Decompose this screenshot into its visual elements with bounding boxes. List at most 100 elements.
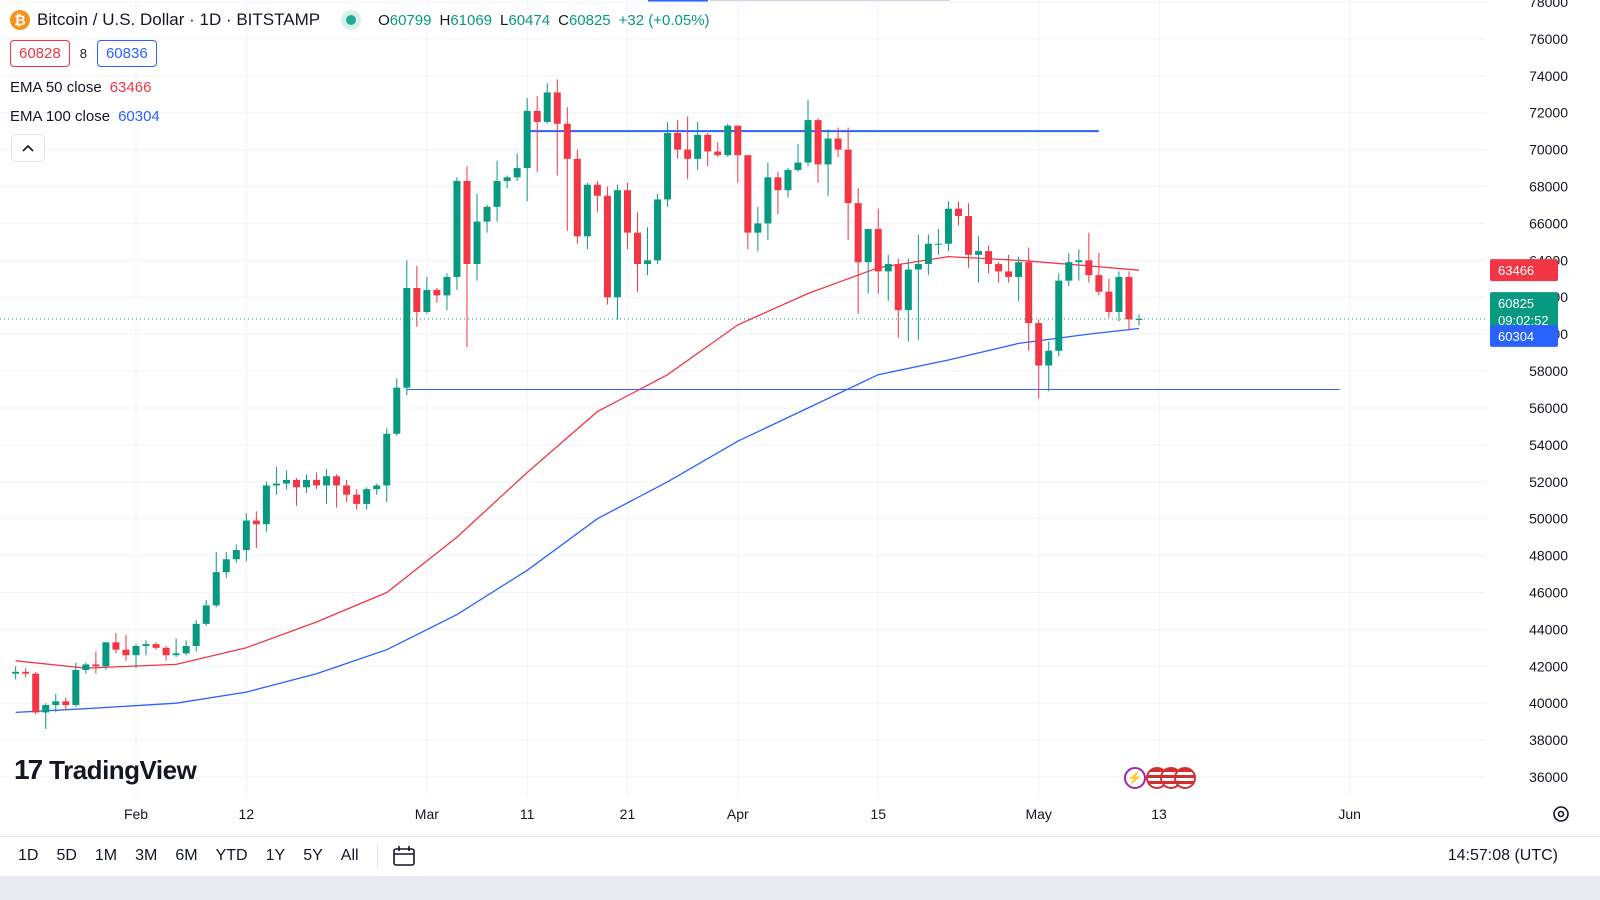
candle-body[interactable] bbox=[142, 644, 150, 646]
candle-body[interactable] bbox=[12, 671, 20, 674]
candle-body[interactable] bbox=[573, 158, 581, 237]
candle-body[interactable] bbox=[463, 180, 471, 265]
candle-body[interactable] bbox=[1025, 262, 1033, 324]
buy-price-button[interactable]: 60836 bbox=[96, 40, 157, 67]
candle-body[interactable] bbox=[473, 221, 481, 265]
candle-body[interactable] bbox=[1125, 276, 1133, 320]
candle-body[interactable] bbox=[583, 184, 591, 237]
timeframe-ytd[interactable]: YTD bbox=[215, 847, 248, 864]
candle-body[interactable] bbox=[192, 623, 200, 646]
candle-body[interactable] bbox=[593, 184, 601, 196]
candle-body[interactable] bbox=[493, 180, 501, 207]
candle-body[interactable] bbox=[814, 120, 822, 165]
candle-body[interactable] bbox=[1105, 291, 1113, 312]
candle-body[interactable] bbox=[694, 134, 702, 159]
candle-body[interactable] bbox=[182, 645, 190, 654]
tradingview-logo[interactable]: 17 TradingView bbox=[14, 754, 197, 786]
candle-body[interactable] bbox=[202, 605, 210, 624]
timeframe-1m[interactable]: 1M bbox=[94, 847, 118, 864]
candle-body[interactable] bbox=[272, 483, 280, 486]
candle-body[interactable] bbox=[333, 476, 341, 486]
candle-body[interactable] bbox=[1135, 318, 1143, 320]
candle-body[interactable] bbox=[995, 264, 1003, 272]
candle-body[interactable] bbox=[844, 149, 852, 204]
candle-body[interactable] bbox=[854, 203, 862, 263]
candle-body[interactable] bbox=[72, 669, 80, 706]
candle-body[interactable] bbox=[262, 485, 270, 525]
candle-body[interactable] bbox=[563, 123, 571, 159]
candle-body[interactable] bbox=[232, 550, 240, 560]
candle-body[interactable] bbox=[52, 701, 60, 706]
candle-body[interactable] bbox=[443, 276, 451, 296]
candle-body[interactable] bbox=[373, 485, 381, 490]
candle-body[interactable] bbox=[393, 387, 401, 434]
candle-body[interactable] bbox=[904, 269, 912, 311]
candle-body[interactable] bbox=[543, 92, 551, 122]
candle-body[interactable] bbox=[824, 138, 832, 165]
candle-body[interactable] bbox=[864, 228, 872, 263]
candle-body[interactable] bbox=[172, 653, 180, 656]
candle-body[interactable] bbox=[503, 177, 511, 181]
candle-body[interactable] bbox=[874, 228, 882, 272]
candle-body[interactable] bbox=[975, 251, 983, 255]
candle-body[interactable] bbox=[644, 260, 652, 265]
candle-body[interactable] bbox=[1045, 350, 1053, 366]
symbol-title[interactable]: Bitcoin / U.S. Dollar · 1D · BITSTAMP bbox=[37, 10, 321, 29]
timeframe-6m[interactable]: 6M bbox=[175, 847, 198, 864]
candle-body[interactable] bbox=[313, 479, 321, 486]
candle-body[interactable] bbox=[523, 110, 531, 169]
candle-body[interactable] bbox=[1085, 260, 1093, 276]
candle-body[interactable] bbox=[924, 243, 932, 265]
candle-body[interactable] bbox=[1075, 260, 1083, 263]
candle-body[interactable] bbox=[613, 190, 621, 298]
candle-body[interactable] bbox=[292, 479, 300, 488]
candle-body[interactable] bbox=[423, 289, 431, 312]
candle-body[interactable] bbox=[934, 243, 942, 245]
candle-body[interactable] bbox=[132, 645, 140, 656]
candle-body[interactable] bbox=[734, 125, 742, 156]
price-chart[interactable]: 36000 38000 40000 42000 44000 46000 48000 50000… bbox=[0, 0, 1600, 836]
candle-body[interactable] bbox=[22, 671, 30, 674]
candle-body[interactable] bbox=[944, 208, 952, 244]
candle-body[interactable] bbox=[764, 177, 772, 224]
candle-body[interactable] bbox=[674, 133, 682, 150]
candle-body[interactable] bbox=[784, 169, 792, 191]
candle-body[interactable] bbox=[433, 289, 441, 296]
candle-body[interactable] bbox=[714, 151, 722, 156]
candle-body[interactable] bbox=[834, 138, 842, 150]
candle-body[interactable] bbox=[383, 433, 391, 486]
candle-body[interactable] bbox=[42, 705, 50, 713]
utc-clock[interactable]: 14:57:08 (UTC) bbox=[1447, 847, 1558, 864]
candle-body[interactable] bbox=[603, 195, 611, 298]
sell-price-button[interactable]: 60828 bbox=[10, 40, 70, 67]
candle-body[interactable] bbox=[894, 264, 902, 311]
candle-body[interactable] bbox=[152, 644, 160, 648]
candle-body[interactable] bbox=[162, 647, 170, 656]
candle-body[interactable] bbox=[242, 520, 250, 551]
chart-events[interactable]: ⚡ bbox=[1124, 767, 1196, 789]
candle-body[interactable] bbox=[112, 642, 120, 650]
candle-body[interactable] bbox=[985, 251, 993, 265]
us-flag-icon[interactable] bbox=[1174, 767, 1196, 789]
candle-body[interactable] bbox=[403, 288, 411, 388]
candle-body[interactable] bbox=[794, 162, 802, 170]
candle-body[interactable] bbox=[684, 149, 692, 159]
candle-body[interactable] bbox=[664, 133, 672, 200]
candle-body[interactable] bbox=[704, 134, 712, 152]
candle-body[interactable] bbox=[82, 664, 90, 670]
settings-icon[interactable] bbox=[1550, 803, 1572, 825]
indicator-ema50[interactable]: EMA 50 close 63466 bbox=[10, 79, 151, 96]
candle-body[interactable] bbox=[1065, 262, 1073, 281]
ema100-line[interactable] bbox=[15, 327, 1140, 714]
timeframe-5y[interactable]: 5Y bbox=[303, 847, 323, 864]
candle-body[interactable] bbox=[964, 216, 972, 255]
candle-body[interactable] bbox=[914, 264, 922, 270]
timeframe-3m[interactable]: 3M bbox=[135, 847, 158, 864]
candle-body[interactable] bbox=[453, 180, 461, 277]
candle-body[interactable] bbox=[513, 168, 521, 178]
timeframe-1d[interactable]: 1D bbox=[18, 847, 39, 864]
candle-body[interactable] bbox=[954, 208, 962, 217]
candle-body[interactable] bbox=[533, 110, 541, 122]
candle-body[interactable] bbox=[212, 572, 220, 606]
candle-body[interactable] bbox=[1005, 271, 1013, 277]
